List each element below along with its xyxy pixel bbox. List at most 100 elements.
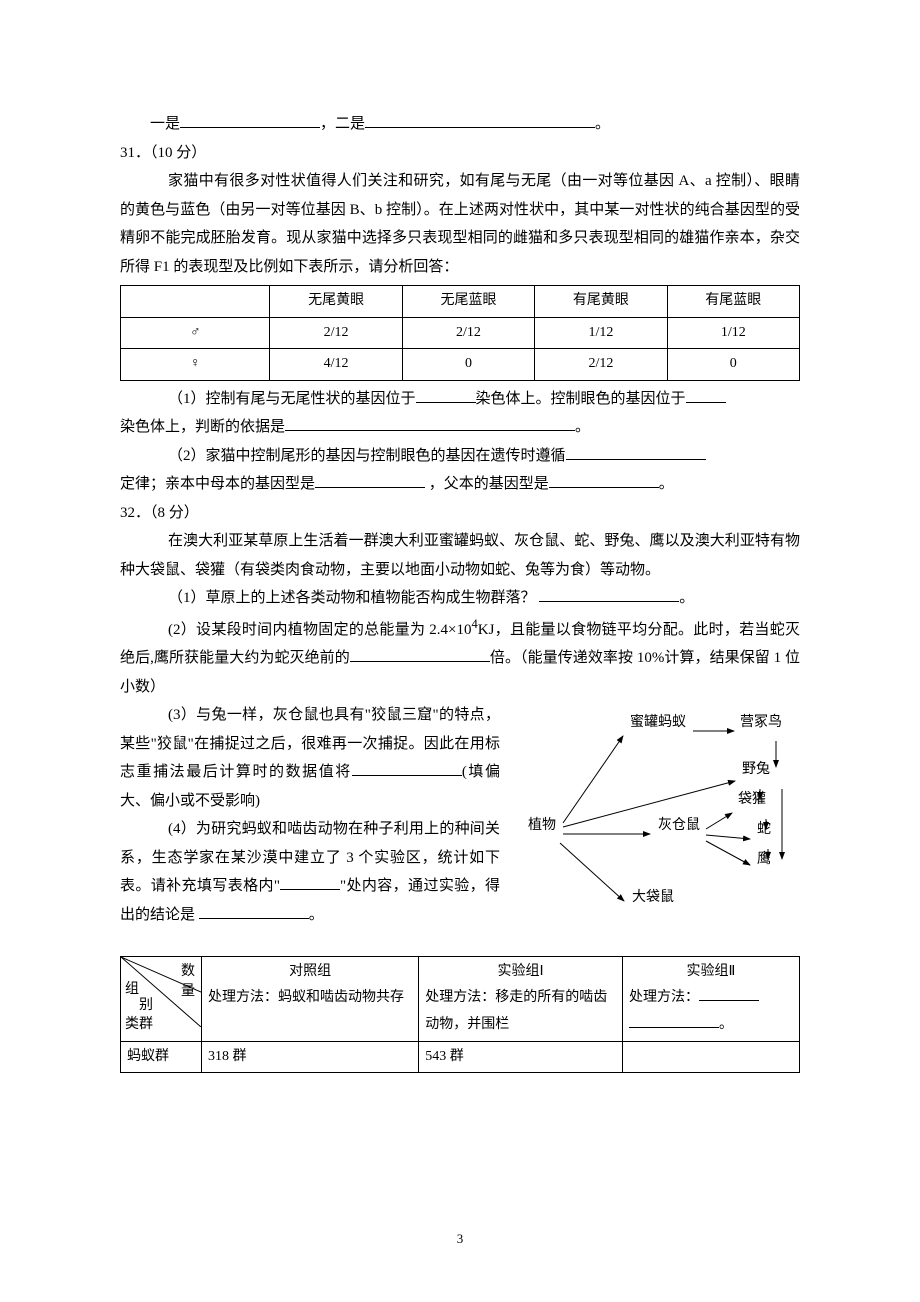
cell: 有尾黄眼 <box>535 286 667 318</box>
text: 。 <box>309 907 324 923</box>
table-row: 蚂蚁群 318 群 543 群 <box>121 1041 800 1073</box>
blank[interactable] <box>199 903 309 919</box>
text: （2）家猫中控制尾形的基因与控制眼色的基因在遗传时遵循 <box>168 448 566 464</box>
cell: ♂ <box>121 317 270 349</box>
text: 组 <box>125 977 139 1004</box>
blank[interactable] <box>365 112 595 128</box>
foodweb-node-quoll: 袋獾 <box>738 791 766 807</box>
text: 。 <box>679 590 694 606</box>
blank[interactable] <box>539 586 679 602</box>
cell: 蚂蚁群 <box>121 1041 202 1073</box>
col-title: 实验组Ⅰ <box>425 959 616 986</box>
blank[interactable] <box>416 387 476 403</box>
q31-sub2: （2）家猫中控制尾形的基因与控制眼色的基因在遗传时遵循 <box>120 442 800 471</box>
cell: 无尾黄眼 <box>270 286 402 318</box>
text: 一是 <box>150 116 180 132</box>
cell: 2/12 <box>402 317 534 349</box>
cell: 543 群 <box>419 1041 623 1073</box>
col-title: 实验组Ⅱ <box>629 959 793 986</box>
blank[interactable] <box>686 387 726 403</box>
blank[interactable] <box>566 444 706 460</box>
text: 。 <box>719 1017 733 1032</box>
cell: 0 <box>402 349 534 381</box>
foodweb-node-hawk: 鹰 <box>757 851 771 867</box>
foodweb-edge <box>563 781 735 827</box>
foodweb-edge <box>560 843 624 901</box>
foodweb-edge <box>563 736 623 823</box>
cell <box>121 286 270 318</box>
text: 染色体上。控制眼色的基因位于 <box>476 391 686 407</box>
text: 处理方法： <box>629 990 699 1005</box>
col-title: 对照组 <box>208 959 412 986</box>
method: 处理方法：移走的所有的啮齿动物，并围栏 <box>425 985 616 1038</box>
text: 。 <box>595 116 610 132</box>
foodweb-node-rabbit: 野兔 <box>742 761 770 777</box>
cell: 实验组Ⅰ 处理方法：移走的所有的啮齿动物，并围栏 <box>419 956 623 1041</box>
blank[interactable] <box>180 112 320 128</box>
cell: 2/12 <box>535 349 667 381</box>
foodweb-node-plant: 植物 <box>528 817 556 833</box>
table-row: 无尾黄眼 无尾蓝眼 有尾黄眼 有尾蓝眼 <box>121 286 800 318</box>
q31-sub1-line2: 染色体上，判断的依据是。 <box>120 413 800 442</box>
text: （1）控制有尾与无尾性状的基因位于 <box>168 391 416 407</box>
blank[interactable] <box>629 1013 719 1028</box>
prev-question-tail: 一是 ，二是 。 <box>120 110 800 139</box>
q31-para: 家猫中有很多对性状值得人们关注和研究，如有尾与无尾（由一对等位基因 A、a 控制… <box>120 167 800 281</box>
q31-sub2-line2: 定律；亲本中母本的基因型是 ，父本的基因型是 。 <box>120 470 800 499</box>
text: (2）设某段时间内植物固定的总能量为 2.4×10 <box>168 622 471 638</box>
q31-sub1: （1）控制有尾与无尾性状的基因位于 染色体上。控制眼色的基因位于 <box>120 385 800 414</box>
cell: 1/12 <box>667 317 799 349</box>
text: ，父本的基因型是 <box>429 476 549 492</box>
text: 类群 <box>125 1012 153 1039</box>
foodweb-edge <box>706 813 732 829</box>
cell: 实验组Ⅱ 处理方法： 。 <box>622 956 799 1041</box>
cell: 无尾蓝眼 <box>402 286 534 318</box>
q32-para: 在澳大利亚某草原上生活着一群澳大利亚蜜罐蚂蚁、灰仓鼠、蛇、野兔、鹰以及澳大利亚特… <box>120 527 800 584</box>
blank[interactable] <box>350 646 490 662</box>
table-row: ♀ 4/12 0 2/12 0 <box>121 349 800 381</box>
blank[interactable] <box>352 760 462 776</box>
q32-table: 数 量 组 别 类群 对照组 处理方法：蚂蚁和啮齿动物共存 实验组Ⅰ 处理方法：… <box>120 956 800 1073</box>
page-number: 3 <box>0 1227 920 1252</box>
diag-header-cell: 数 量 组 别 类群 <box>121 956 202 1041</box>
text: 定律；亲本中母本的基因型是 <box>120 476 315 492</box>
cell: 2/12 <box>270 317 402 349</box>
cell: 4/12 <box>270 349 402 381</box>
text: 。 <box>659 476 674 492</box>
table-row: ♂ 2/12 2/12 1/12 1/12 <box>121 317 800 349</box>
q32-sub2: (2）设某段时间内植物固定的总能量为 2.4×104KJ，且能量以食物链平均分配… <box>120 613 800 702</box>
q32-heading: 32．（8 分） <box>120 499 800 528</box>
q31-table: 无尾黄眼 无尾蓝眼 有尾黄眼 有尾蓝眼 ♂ 2/12 2/12 1/12 1/1… <box>120 285 800 381</box>
text: （1）草原上的上述各类动物和植物能否构成生物群落？ <box>168 590 536 606</box>
foodweb-node-kangaroo: 大袋鼠 <box>632 889 674 905</box>
cell: ♀ <box>121 349 270 381</box>
foodweb-node-hamster: 灰仓鼠 <box>658 817 700 833</box>
q32-sub1: （1）草原上的上述各类动物和植物能否构成生物群落？ 。 <box>120 584 800 613</box>
text: 量 <box>181 979 195 1006</box>
cell <box>622 1041 799 1073</box>
method: 处理方法： 。 <box>629 985 793 1038</box>
cell: 1/12 <box>535 317 667 349</box>
q32-sub3: (3）与兔一样，灰仓鼠也具有"狡鼠三窟"的特点，某些"狡鼠"在捕捉过之后，很难再… <box>120 701 500 815</box>
q32-sub4: (4）为研究蚂蚁和啮齿动物在种子利用上的种间关系，生态学家在某沙漠中建立了 3 … <box>120 815 500 929</box>
foodweb-node-snake: 蛇 <box>757 821 771 837</box>
blank[interactable] <box>549 472 659 488</box>
table-row: 数 量 组 别 类群 对照组 处理方法：蚂蚁和啮齿动物共存 实验组Ⅰ 处理方法：… <box>121 956 800 1041</box>
cell: 318 群 <box>202 1041 419 1073</box>
blank[interactable] <box>285 415 575 431</box>
cell: 有尾蓝眼 <box>667 286 799 318</box>
text: 染色体上，判断的依据是 <box>120 419 285 435</box>
blank[interactable] <box>699 986 759 1001</box>
q31-heading: 31．（10 分） <box>120 139 800 168</box>
foodweb-edge <box>706 835 750 839</box>
cell: 0 <box>667 349 799 381</box>
foodweb-node-bird: 营冢鸟 <box>740 714 782 730</box>
blank[interactable] <box>315 472 425 488</box>
cell: 对照组 处理方法：蚂蚁和啮齿动物共存 <box>202 956 419 1041</box>
foodweb-node-ant: 蜜罐蚂蚁 <box>630 714 686 730</box>
blank[interactable] <box>280 874 340 890</box>
foodweb-edge <box>706 841 750 865</box>
text: ，二是 <box>320 116 365 132</box>
method: 处理方法：蚂蚁和啮齿动物共存 <box>208 985 412 1012</box>
food-web-diagram: 植物 蜜罐蚂蚁 营冢鸟野兔袋獾蛇鹰 灰仓鼠大袋鼠 <box>510 701 800 921</box>
